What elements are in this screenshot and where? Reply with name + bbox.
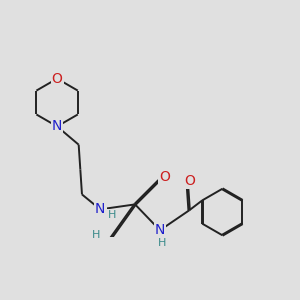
Text: H: H — [108, 210, 116, 220]
Text: H: H — [158, 238, 166, 248]
Text: N: N — [52, 119, 62, 134]
Text: N: N — [95, 202, 105, 216]
Text: N: N — [155, 223, 165, 237]
Text: O: O — [185, 173, 196, 188]
Text: H: H — [92, 230, 100, 240]
Text: O: O — [52, 72, 62, 86]
Text: O: O — [160, 169, 170, 184]
